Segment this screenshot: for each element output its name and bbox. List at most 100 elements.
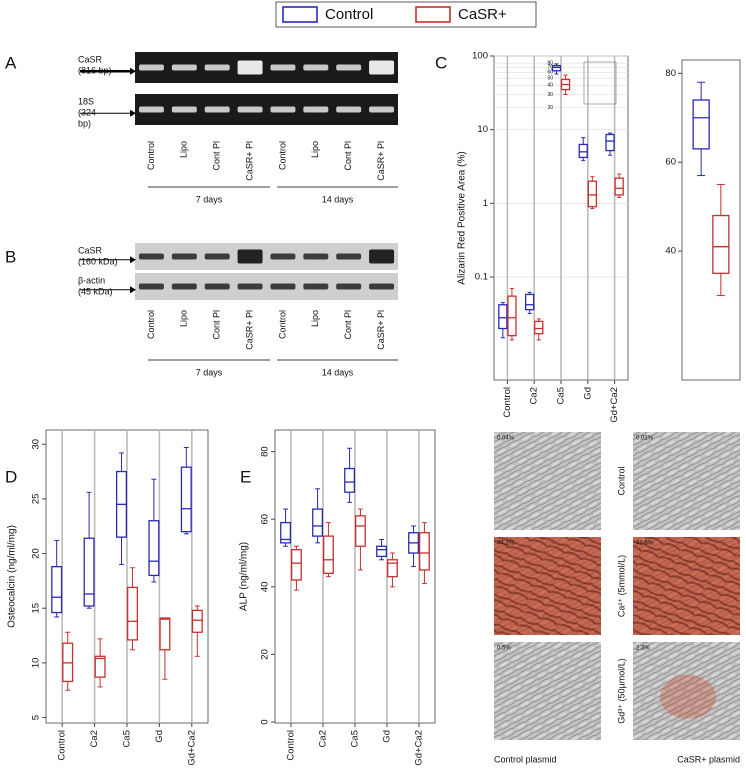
y-tick-label: 0: [260, 719, 271, 724]
x-tick-label: Control: [57, 730, 68, 761]
y-tick-label: 0.1: [475, 272, 488, 283]
y-tick-label: 30: [31, 439, 42, 450]
gel-band: [237, 106, 263, 113]
box: [386, 559, 398, 578]
gel-band: [270, 283, 296, 290]
gel-band: [138, 253, 164, 260]
x-tick-label: Gd+Ca2: [414, 730, 425, 766]
minor-tick-label: 70: [547, 65, 553, 71]
lane-label: Control: [277, 141, 287, 170]
x-tick-label: Gd: [154, 730, 165, 743]
lane-label: Lipo: [179, 141, 189, 158]
legend-label: Control: [325, 6, 373, 23]
gel-band: [270, 64, 296, 71]
y-tick-label: 20: [31, 548, 42, 559]
box: [191, 609, 203, 633]
box: [614, 177, 624, 196]
minor-tick-label: 80: [547, 60, 553, 66]
gel-band: [171, 283, 197, 290]
box: [148, 520, 160, 577]
gel-band: [369, 106, 395, 113]
x-tick-label: Control: [286, 730, 297, 761]
box: [312, 508, 324, 537]
gel-band: [303, 106, 329, 113]
gel-row-label: CaSR: [78, 245, 103, 255]
panel-letter: D: [5, 467, 17, 486]
x-tick-label: Ca2: [318, 730, 329, 747]
x-tick-label: Ca2: [529, 387, 540, 404]
box: [498, 304, 508, 330]
gel-band: [204, 106, 230, 113]
x-tick-label: Ca2: [89, 730, 100, 747]
y-axis-label: ALP (ng/ml/mg): [239, 542, 250, 611]
area-percentage: 0.01%: [636, 436, 654, 442]
y-tick-label: 40: [260, 582, 271, 593]
panel-letter: C: [435, 53, 447, 72]
lane-label: Cont Pl: [212, 141, 222, 171]
gel-band: [171, 106, 197, 113]
legend-swatch: [415, 6, 451, 23]
y-tick-label: 1: [483, 198, 488, 209]
gel-band: [204, 283, 230, 290]
lane-label: CaSR+ Pl: [376, 310, 386, 350]
box: [126, 586, 139, 641]
box: [551, 64, 562, 72]
gel-row-label: CaSR: [78, 54, 103, 64]
box: [83, 537, 95, 607]
group-label: 14 days: [322, 194, 354, 204]
x-tick-label: Ca5: [122, 730, 133, 747]
area-percentage: 2.3%: [636, 646, 650, 652]
row-label: Gd³⁺ (50μmol/L): [616, 658, 626, 723]
gel-band: [204, 253, 230, 260]
box: [578, 143, 588, 159]
box: [94, 655, 106, 678]
box: [587, 180, 598, 208]
x-tick-label: Gd: [582, 387, 593, 400]
legend-label: CaSR+: [458, 6, 507, 23]
gel-band: [336, 64, 362, 71]
micrograph: [633, 432, 740, 530]
gel-row-label: bp): [78, 118, 91, 128]
gel-arrowhead: [130, 109, 136, 117]
box: [322, 535, 334, 574]
y-tick-label: 25: [31, 494, 42, 505]
x-tick-label: Gd+Ca2: [186, 730, 197, 766]
area-percentage: 0.04%: [497, 436, 515, 442]
row-label: Ca²⁺ (5mmol/L): [616, 555, 626, 617]
gel-row-label: (45 kDa): [78, 286, 113, 296]
lane-label: Control: [146, 310, 156, 339]
gel-band: [369, 60, 395, 75]
legend-swatch: [282, 6, 318, 23]
gel-band: [204, 64, 230, 71]
box: [290, 548, 302, 581]
group-label: 7 days: [196, 367, 223, 377]
lane-label: Lipo: [310, 141, 320, 158]
group-label: 14 days: [322, 367, 354, 377]
box: [344, 467, 356, 493]
y-tick-label: 80: [260, 446, 271, 457]
gel-band: [336, 253, 362, 260]
gel-band: [303, 253, 329, 260]
y-tick-label: 60: [665, 157, 676, 168]
gel-row-label: 18S: [78, 96, 94, 106]
lane-label: CaSR+ Pl: [244, 310, 254, 350]
x-tick-label: Ca5: [556, 387, 567, 404]
y-tick-label: 10: [477, 124, 488, 135]
minor-tick-label: 20: [547, 105, 553, 111]
gel-row-label: (324: [78, 107, 96, 117]
box: [280, 521, 292, 544]
panel-letter: B: [5, 247, 16, 266]
lane-label: Lipo: [310, 310, 320, 327]
gel-arrowhead: [130, 286, 136, 294]
gel-band: [270, 106, 296, 113]
gel-band: [303, 283, 329, 290]
lane-label: Cont Pl: [343, 141, 353, 171]
gel-band: [369, 283, 395, 290]
area-percentage: 0.5%: [497, 646, 511, 652]
box: [712, 214, 730, 274]
panel-letter: A: [5, 53, 17, 72]
y-tick-label: 40: [665, 246, 676, 257]
minor-tick-label: 60: [547, 70, 553, 76]
micrograph: [494, 642, 601, 740]
